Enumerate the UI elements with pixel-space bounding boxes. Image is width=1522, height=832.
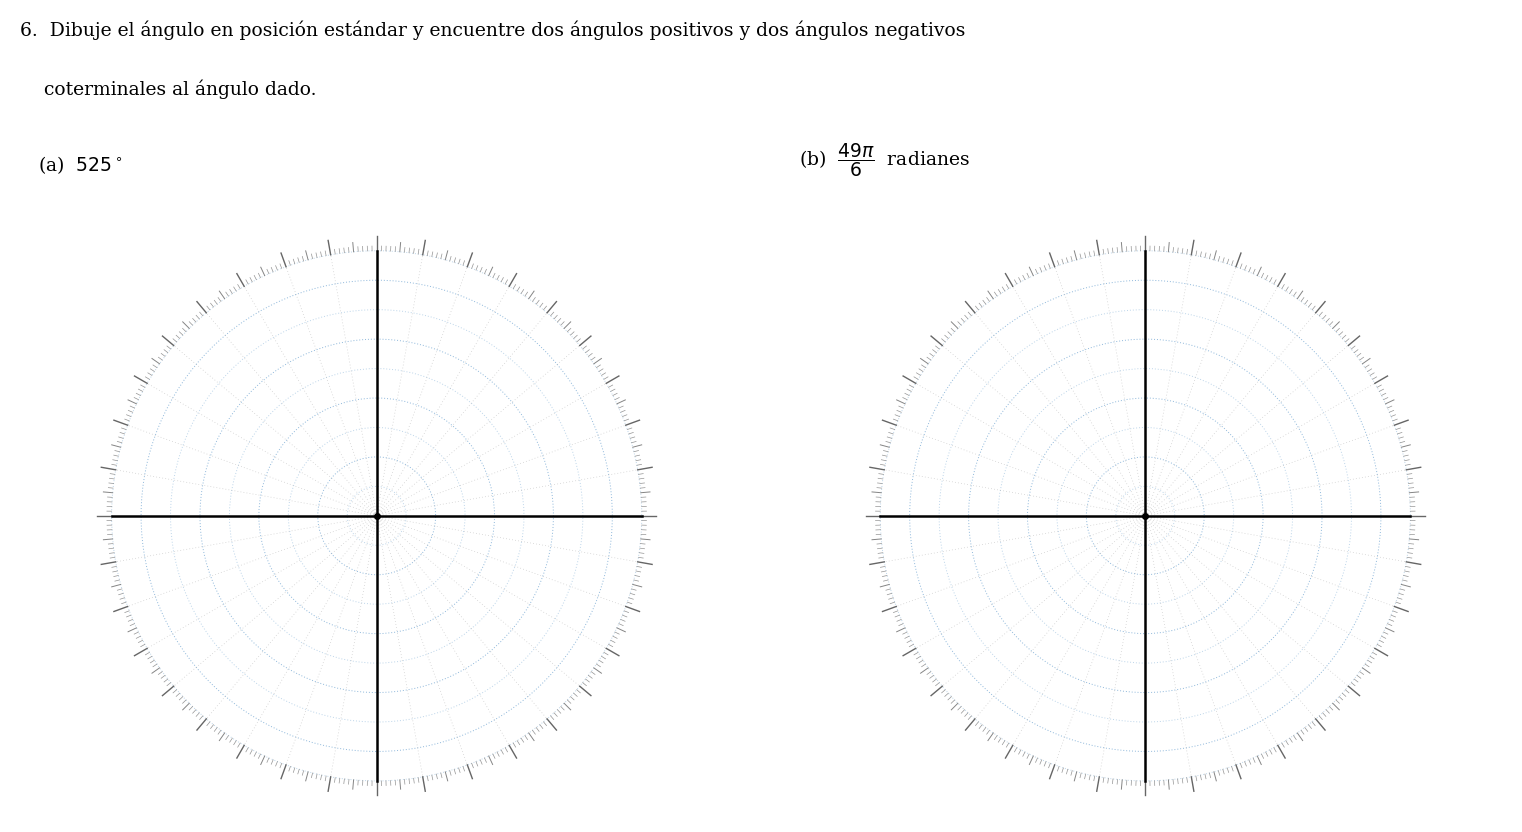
Text: coterminales al ángulo dado.: coterminales al ángulo dado. — [20, 79, 317, 98]
Text: (a)  $525^\circ$: (a) $525^\circ$ — [38, 154, 122, 176]
Text: (b)  $\dfrac{49\pi}{6}$  radianes: (b) $\dfrac{49\pi}{6}$ radianes — [799, 141, 970, 180]
Text: 6.  Dibuje el ángulo en posición estándar y encuentre dos ángulos positivos y do: 6. Dibuje el ángulo en posición estándar… — [20, 21, 965, 40]
